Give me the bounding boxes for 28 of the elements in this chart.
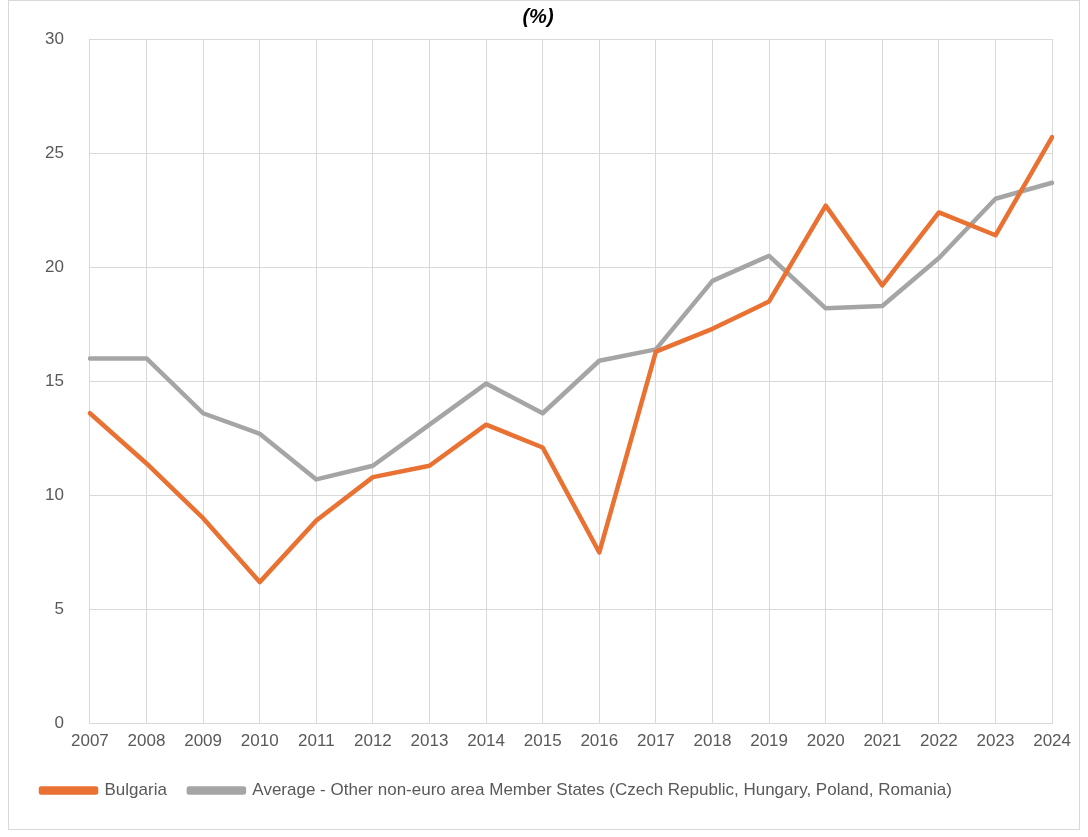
- legend-label: Bulgaria: [104, 780, 168, 800]
- x-tick-label: 2014: [467, 731, 506, 751]
- legend-label: Average - Other non-euro area Member States (Czech Republic, Hungary, Poland, Romania): [252, 780, 952, 800]
- x-tick-label: 2023: [976, 731, 1015, 751]
- x-tick-label: 2009: [184, 731, 223, 751]
- y-tick-label: 20: [44, 256, 64, 276]
- x-tick-label: 2024: [1033, 731, 1071, 751]
- x-tick-label: 2008: [127, 731, 166, 751]
- x-tick-label: 2018: [693, 731, 732, 751]
- y-tick-label: 5: [54, 599, 64, 619]
- x-tick-label: 2022: [919, 731, 958, 751]
- x-tick-label: 2015: [523, 731, 562, 751]
- x-tick-label: 2013: [410, 731, 449, 751]
- y-tick-label: 10: [44, 485, 64, 505]
- x-tick-label: 2011: [298, 731, 335, 751]
- y-tick-label: 30: [44, 28, 64, 48]
- x-tick-label: 2019: [750, 731, 789, 751]
- x-tick-label: 2016: [580, 731, 619, 751]
- x-tick-label: 2020: [806, 731, 845, 751]
- x-tick-label: 2017: [636, 731, 675, 751]
- y-tick-label: 15: [44, 370, 64, 390]
- x-tick-label: 2007: [71, 731, 109, 751]
- x-tick-label: 2021: [863, 731, 902, 751]
- x-tick-label: 2010: [240, 731, 279, 751]
- y-tick-label: 0: [54, 713, 64, 733]
- x-tick-label: 2012: [353, 731, 392, 751]
- y-tick-label: 25: [44, 142, 64, 162]
- chart-title: (%): [522, 4, 554, 27]
